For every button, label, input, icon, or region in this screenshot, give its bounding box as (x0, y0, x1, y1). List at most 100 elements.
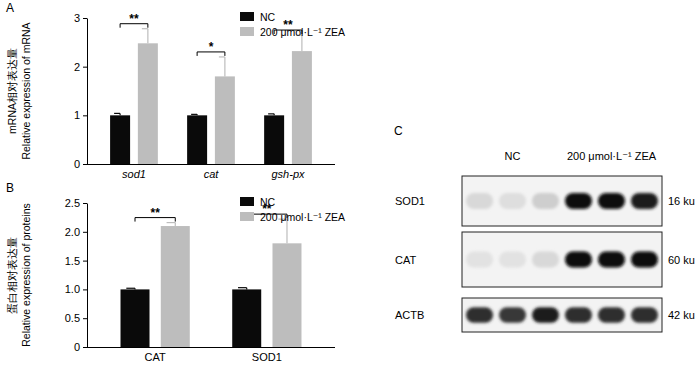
significance-label: ** (129, 12, 139, 26)
y-tick: 1.0 (65, 283, 87, 295)
y-axis-title: mRNA相对表达量 (6, 48, 18, 134)
error-stem (286, 219, 287, 243)
blot-frame (462, 176, 662, 226)
x-axis: CAT SOD1 (87, 347, 335, 363)
error-cap (219, 56, 225, 57)
panel: 0123sod1catgsh-px*****AmRNA相对表达量Relative… (6, 1, 345, 180)
figure: 0123sod1catgsh-px*****AmRNA相对表达量Relative… (0, 0, 700, 366)
legend-swatch (240, 27, 254, 36)
bar (232, 289, 261, 347)
blot-band (532, 307, 559, 322)
blot-band (631, 193, 658, 209)
y-tick-label: 1.5 (65, 255, 80, 267)
blot-band (532, 252, 559, 268)
legend: NC 200 μmol·L⁻¹ ZEA (240, 11, 345, 38)
x-tick: CAT (145, 347, 166, 363)
x-tick: sod1 (122, 164, 146, 180)
blot-band (598, 193, 625, 209)
bar (187, 115, 207, 164)
legend-label: NC (260, 11, 276, 23)
lane-group-label: 200 μmol·L⁻¹ ZEA (567, 150, 657, 162)
bar (121, 289, 150, 347)
y-tick-mark (83, 261, 87, 262)
x-tick-label: cat (204, 168, 220, 180)
bar (272, 243, 301, 347)
y-axis-line (87, 19, 88, 165)
error-cap (114, 113, 120, 114)
bar (161, 226, 190, 347)
error-cap (126, 288, 135, 289)
error-cap (191, 114, 197, 115)
bars (110, 29, 312, 164)
legend-label: NC (260, 196, 276, 208)
blot-band (466, 307, 493, 322)
error-cap (167, 222, 176, 223)
blot-frame (462, 232, 662, 287)
y-axis-title: Relative expression of mRNA (20, 22, 32, 159)
y-axis-line (87, 204, 88, 348)
lane-group-label: NC (505, 150, 521, 162)
x-axis: sod1 cat gsh-px (87, 164, 335, 180)
blot-band (565, 307, 592, 322)
y-tick-label: 2.0 (65, 226, 80, 238)
y-tick-mark (83, 203, 87, 204)
legend-label: 200 μmol·L⁻¹ ZEA (260, 26, 345, 38)
blot-panel: CNC200 μmol·L⁻¹ ZEASOD116 kuCAT60 kuACTB… (394, 124, 695, 332)
blot-band (499, 307, 526, 322)
y-tick-label: 3 (74, 12, 80, 24)
blot-band (466, 193, 493, 209)
y-axis: 00.51.01.52.02.5 (65, 197, 88, 353)
blot-frame (462, 298, 662, 332)
error-bar (278, 219, 287, 243)
y-tick-mark (83, 318, 87, 319)
error-bar (126, 288, 135, 289)
y-axis-title: 蛋白相对表达量 (6, 237, 18, 314)
y-tick-mark (83, 67, 87, 68)
blot-band (565, 252, 592, 268)
x-tick-label: sod1 (122, 168, 146, 180)
y-tick: 2 (74, 61, 87, 73)
error-bar (114, 113, 120, 115)
error-bar (191, 114, 197, 116)
blot-band (631, 307, 658, 322)
y-tick: 0.5 (65, 312, 87, 324)
x-axis-line (87, 347, 335, 348)
blot-band (499, 193, 526, 209)
blot-row-label: CAT (395, 254, 416, 266)
error-cap (268, 113, 274, 114)
y-axis-title: Relative expression of proteins (20, 203, 32, 347)
x-tick-label: gsh-px (272, 168, 306, 180)
blot-size-label: 16 ku (668, 195, 695, 207)
y-tick-label: 0 (74, 341, 80, 353)
blot-band (598, 307, 625, 322)
background (0, 0, 700, 366)
legend-swatch (240, 12, 254, 21)
error-cap (238, 287, 247, 288)
y-tick: 1 (74, 109, 87, 121)
bar (215, 76, 235, 164)
blot-band (466, 252, 493, 268)
x-axis-line (87, 164, 335, 165)
y-tick-mark (83, 289, 87, 290)
blot-size-label: 60 ku (668, 254, 695, 266)
blot-size-label: 42 ku (668, 309, 695, 321)
y-tick: 2.0 (65, 226, 87, 238)
y-tick-mark (83, 232, 87, 233)
y-tick: 3 (74, 12, 87, 24)
error-stem (224, 57, 225, 76)
y-tick-mark (83, 115, 87, 116)
y-tick-label: 1.0 (65, 283, 80, 295)
y-tick-label: 1 (74, 109, 80, 121)
error-bar (238, 288, 247, 290)
error-bar (219, 57, 225, 76)
y-tick-label: 2 (74, 61, 80, 73)
x-tick-label: SOD1 (252, 351, 282, 363)
y-tick-mark (83, 164, 87, 165)
legend-swatch (240, 212, 254, 221)
blot-band (499, 252, 526, 268)
blot-band (631, 252, 658, 268)
error-bar (142, 29, 148, 44)
panel-label: B (6, 181, 14, 195)
error-stem (147, 29, 148, 44)
y-tick-label: 0.5 (65, 312, 80, 324)
